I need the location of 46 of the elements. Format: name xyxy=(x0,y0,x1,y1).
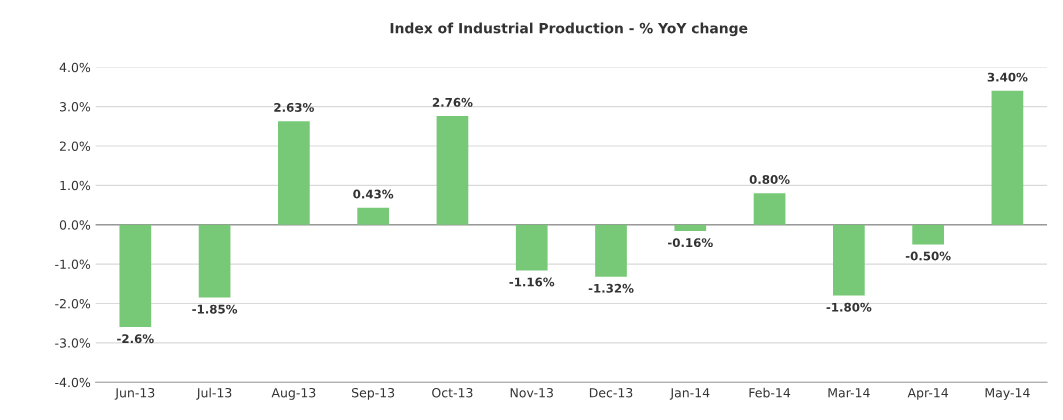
data-label: -1.32% xyxy=(588,283,634,293)
x-tick-label: Dec-13 xyxy=(589,387,633,398)
chart-title: Index of Industrial Production - % YoY change xyxy=(390,22,748,37)
data-label: 3.40% xyxy=(987,72,1028,82)
x-tick-label: Feb-14 xyxy=(749,387,791,398)
data-label: 0.80% xyxy=(749,175,790,184)
bar xyxy=(278,121,310,225)
y-tick-label: 3.0% xyxy=(60,102,91,112)
bar xyxy=(119,224,152,328)
x-tick-label: Apr-14 xyxy=(907,388,949,400)
x-tick-label: Jun-13 xyxy=(114,387,155,400)
x-tick-label: Mar-14 xyxy=(828,388,870,398)
x-tick-label: Jul-13 xyxy=(196,387,232,400)
data-label: 2.63% xyxy=(274,102,314,112)
bar xyxy=(436,116,469,225)
x-tick-label: May-14 xyxy=(985,388,1030,400)
bar xyxy=(595,224,627,277)
bar xyxy=(832,224,865,296)
data-label: -1.85% xyxy=(192,304,238,314)
x-tick-label: Aug-13 xyxy=(271,387,316,400)
x-tick-label: Jan-14 xyxy=(669,388,710,400)
y-tick-label: 2.0% xyxy=(59,141,91,151)
bar xyxy=(357,207,390,225)
data-label: -1.80% xyxy=(826,302,872,312)
data-label: -0.50% xyxy=(905,251,951,261)
data-label: -1.16% xyxy=(509,277,555,287)
data-label: 0.43% xyxy=(353,189,394,199)
x-tick-label: Nov-13 xyxy=(510,387,553,398)
data-label: -2.6% xyxy=(117,334,154,344)
y-tick-label: 0.0% xyxy=(59,220,91,230)
x-tick-label: Oct-13 xyxy=(432,387,473,398)
x-tick-label: Sep-13 xyxy=(351,387,395,400)
y-tick-label: 4.0% xyxy=(59,62,91,73)
bar xyxy=(515,224,548,271)
bar xyxy=(753,193,786,225)
y-tick-label: -3.0% xyxy=(55,338,91,348)
y-tick-label: -4.0% xyxy=(55,377,91,388)
y-tick-label: -1.0% xyxy=(55,259,91,269)
bar xyxy=(991,90,1024,225)
bar xyxy=(912,224,944,245)
bar xyxy=(674,224,707,231)
y-tick-label: 1.0% xyxy=(60,180,91,191)
data-label: -0.16% xyxy=(668,238,713,248)
data-label: 2.76% xyxy=(432,97,473,107)
y-tick-label: -2.0% xyxy=(55,298,91,309)
bar xyxy=(198,224,231,298)
